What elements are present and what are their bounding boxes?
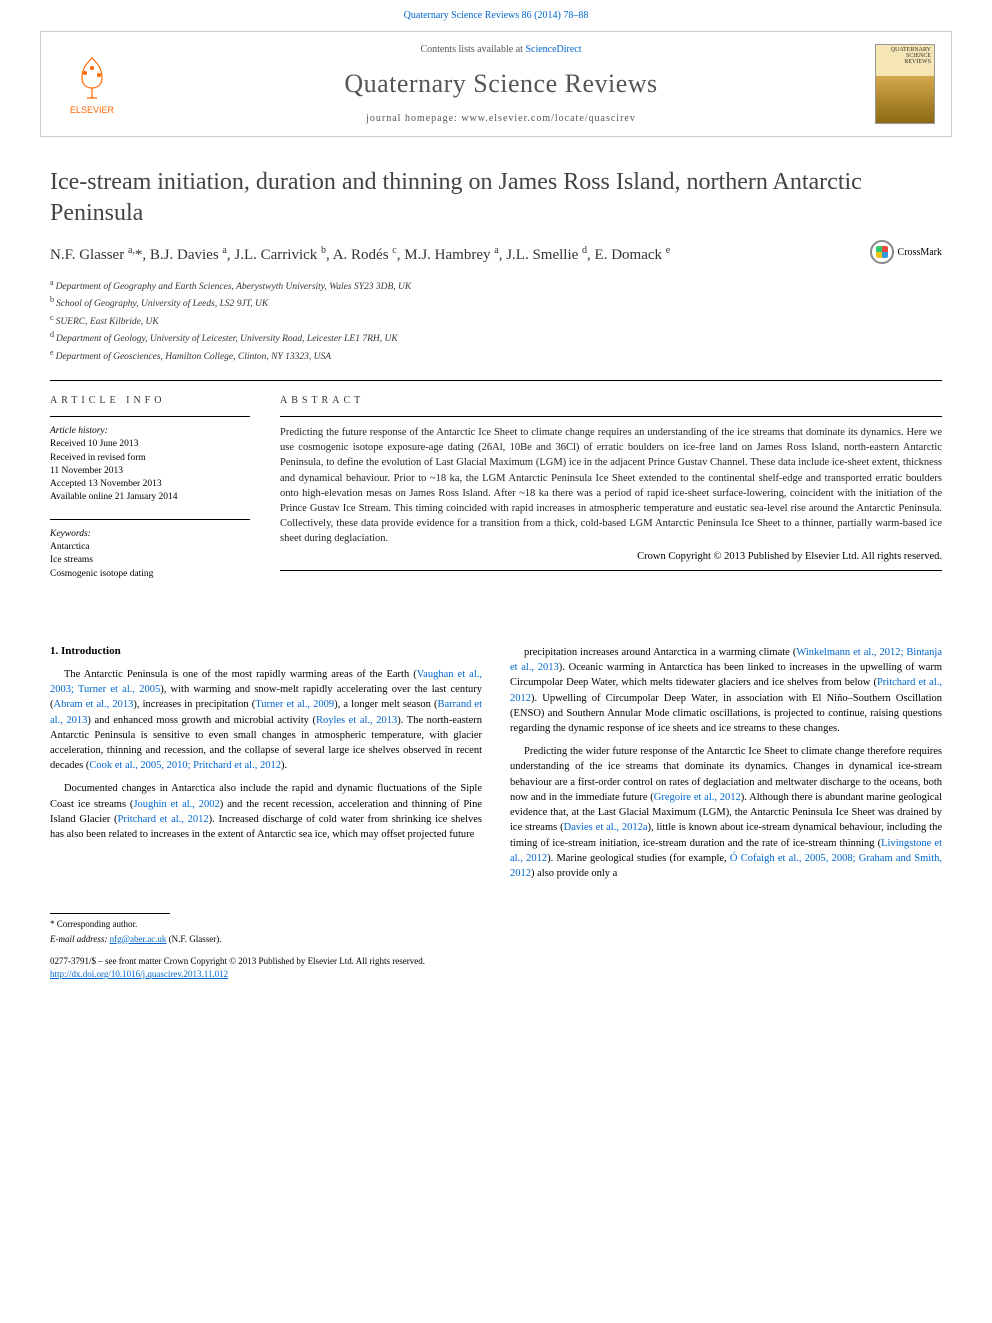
issn-copyright-line: 0277-3791/$ – see front matter Crown Cop… xyxy=(50,955,942,968)
elsevier-label: ELSEVIER xyxy=(70,105,114,115)
homepage-url[interactable]: www.elsevier.com/locate/quascirev xyxy=(461,113,636,124)
corresponding-email[interactable]: nfg@aber.ac.uk xyxy=(110,934,167,944)
history-title: Article history: xyxy=(50,425,250,438)
corresponding-author: * Corresponding author. xyxy=(50,918,942,931)
email-label: E-mail address: xyxy=(50,934,110,944)
authors-list: N.F. Glasser a,*, B.J. Davies a, J.L. Ca… xyxy=(50,243,942,267)
elsevier-logo: ELSEVIER xyxy=(57,44,127,124)
journal-citation: Quaternary Science Reviews 86 (2014) 78–… xyxy=(0,0,992,27)
homepage-prefix: journal homepage: xyxy=(366,113,461,124)
journal-cover-thumbnail: QUATERNARY SCIENCE REVIEWS xyxy=(875,44,935,124)
body-paragraph: Documented changes in Antarctica also in… xyxy=(50,781,482,842)
body-two-column: 1. Introduction The Antarctic Peninsula … xyxy=(0,635,992,909)
journal-homepage: journal homepage: www.elsevier.com/locat… xyxy=(127,113,875,124)
abstract-copyright: Crown Copyright © 2013 Published by Else… xyxy=(280,551,942,562)
journal-name: Quaternary Science Reviews xyxy=(127,69,875,99)
email-suffix: (N.F. Glasser). xyxy=(166,934,221,944)
body-paragraph: Predicting the wider future response of … xyxy=(510,744,942,881)
body-column-left: 1. Introduction The Antarctic Peninsula … xyxy=(50,645,482,889)
section-divider xyxy=(50,380,942,381)
keywords-block: Keywords: AntarcticaIce streamsCosmogeni… xyxy=(50,528,250,581)
contents-available-line: Contents lists available at ScienceDirec… xyxy=(127,44,875,55)
doi-link[interactable]: http://dx.doi.org/10.1016/j.quascirev.20… xyxy=(50,969,228,979)
article-history-block: Article history: Received 10 June 2013Re… xyxy=(50,425,250,505)
body-paragraph: precipitation increases around Antarctic… xyxy=(510,645,942,736)
affiliations-list: aDepartment of Geography and Earth Scien… xyxy=(50,277,942,364)
elsevier-tree-icon xyxy=(67,53,117,103)
article-info-heading: ARTICLE INFO xyxy=(50,395,250,406)
section-1-heading: 1. Introduction xyxy=(50,645,482,657)
cover-title-text: QUATERNARY SCIENCE REVIEWS xyxy=(876,45,934,67)
keywords-title: Keywords: xyxy=(50,528,250,541)
abstract-heading: ABSTRACT xyxy=(280,395,942,406)
abstract-text: Predicting the future response of the An… xyxy=(280,425,942,547)
article-info-column: ARTICLE INFO Article history: Received 1… xyxy=(50,395,250,595)
journal-header-box: ELSEVIER Contents lists available at Sci… xyxy=(40,31,952,137)
footer-block: * Corresponding author. E-mail address: … xyxy=(0,909,992,996)
abstract-column: ABSTRACT Predicting the future response … xyxy=(280,395,942,595)
body-column-right: precipitation increases around Antarctic… xyxy=(510,645,942,889)
email-line: E-mail address: nfg@aber.ac.uk (N.F. Gla… xyxy=(50,933,942,946)
sciencedirect-link[interactable]: ScienceDirect xyxy=(525,44,581,55)
contents-prefix: Contents lists available at xyxy=(420,44,525,55)
article-title: Ice-stream initiation, duration and thin… xyxy=(50,167,942,229)
body-paragraph: The Antarctic Peninsula is one of the mo… xyxy=(50,667,482,774)
